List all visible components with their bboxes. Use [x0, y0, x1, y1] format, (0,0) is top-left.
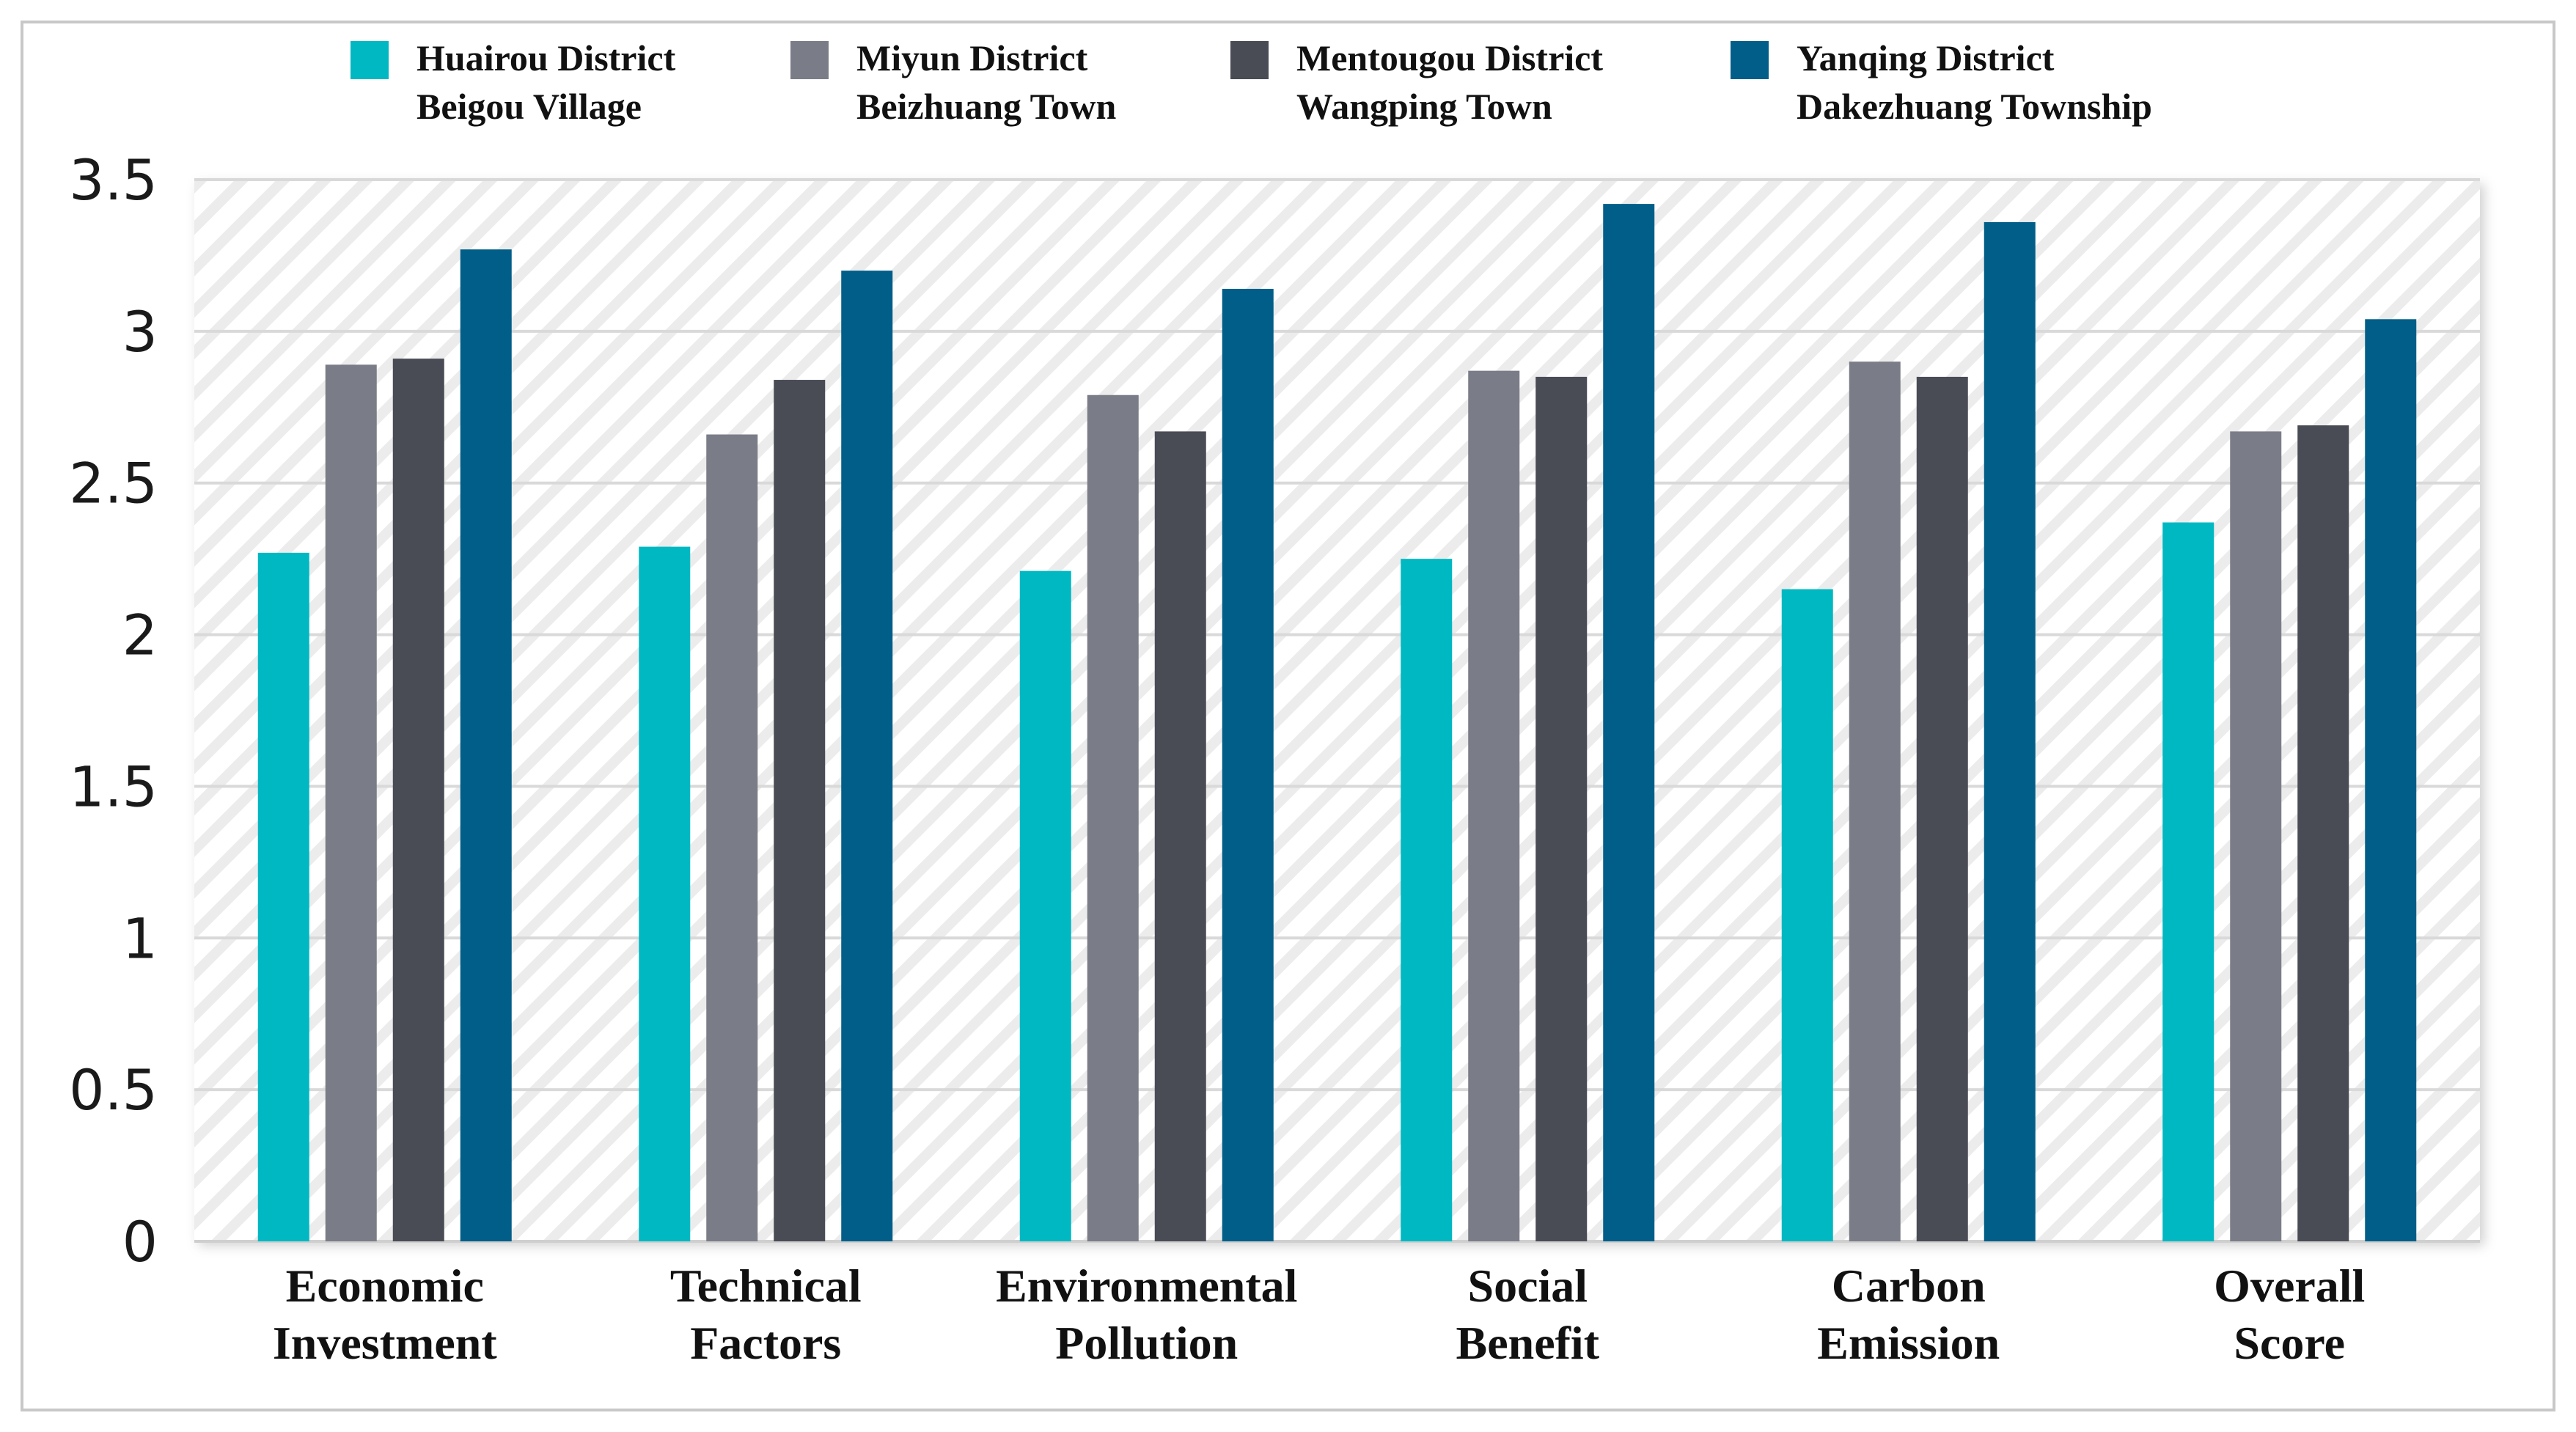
y-tick-label: 2 [122, 603, 158, 668]
y-tick-label: 1.5 [69, 754, 158, 819]
legend-label-line: Mentougou District [1296, 37, 1603, 78]
x-tick-label-line: Technical [670, 1260, 862, 1312]
bar [1087, 394, 1139, 1242]
legend-label-line: Wangping Town [1296, 86, 1552, 127]
x-tick-label: Technical Factors [670, 1260, 862, 1369]
x-tick-label-line: Factors [690, 1317, 841, 1369]
plot-background [194, 180, 2480, 1241]
bar [2162, 522, 2214, 1241]
legend-label-line: Miyun District [856, 37, 1088, 78]
bar [1154, 431, 1206, 1242]
legend-label-line: Yanqing District [1797, 37, 2055, 78]
legend: Huairou District Beigou Village Miyun Dist… [351, 37, 2152, 127]
y-tick-label: 2.5 [69, 451, 158, 516]
bar [460, 249, 512, 1241]
bar [1984, 221, 2036, 1241]
bar [1468, 370, 1520, 1241]
x-tick-label: Social Benefit [1456, 1260, 1600, 1369]
legend-label-line: Dakezhuang Township [1797, 86, 2152, 127]
legend-label: Miyun District Beizhuang Town [856, 37, 1117, 127]
bar [1535, 376, 1588, 1241]
bar [2230, 431, 2282, 1242]
bar [706, 434, 758, 1241]
x-tick-label: Environmental Pollution [996, 1260, 1297, 1369]
legend-label-line: Beizhuang Town [856, 86, 1117, 127]
plot-area: 0 0.5 1 1.5 2 2.5 3 3.5 Economic Investment Techni… [69, 147, 2480, 1369]
bar [1019, 570, 1071, 1241]
x-tick-label-line: Economic [286, 1260, 484, 1312]
bar [841, 271, 893, 1242]
bar [1401, 559, 1453, 1241]
y-tick-label: 1 [122, 906, 158, 971]
x-tick-label-line: Score [2234, 1317, 2345, 1369]
x-tick-label-line: Overall [2214, 1260, 2365, 1312]
x-tick-label-line: Benefit [1456, 1317, 1600, 1369]
x-tick-label: Overall Score [2214, 1260, 2365, 1369]
bar [2365, 319, 2417, 1241]
legend-swatch [790, 41, 829, 79]
bar [1916, 376, 1968, 1241]
x-tick-label: Economic Investment [273, 1260, 497, 1369]
legend-label: Yanqing District Dakezhuang Township [1797, 37, 2152, 127]
bar [2297, 425, 2349, 1241]
bar [325, 364, 377, 1241]
bar [1781, 589, 1833, 1241]
x-tick-label-line: Carbon [1832, 1260, 1986, 1312]
y-tick-label: 0 [122, 1209, 158, 1274]
legend-swatch [1731, 41, 1769, 79]
y-tick-label: 0.5 [69, 1057, 158, 1123]
bar [1849, 361, 1901, 1242]
legend-label-line: Huairou District [417, 37, 676, 78]
bar [774, 380, 826, 1241]
x-tick-label: Carbon Emission [1817, 1260, 2000, 1369]
bar [257, 552, 309, 1241]
x-tick-label-line: Emission [1817, 1317, 2000, 1369]
x-tick-label-line: Social [1467, 1260, 1588, 1312]
bar [1222, 288, 1274, 1241]
legend-label: Huairou District Beigou Village [417, 37, 676, 127]
legend-label: Mentougou District Wangping Town [1296, 37, 1603, 127]
y-tick-label: 3.5 [69, 147, 158, 213]
legend-label-line: Beigou Village [417, 86, 642, 127]
bar [392, 359, 444, 1241]
legend-swatch [1230, 41, 1269, 79]
x-tick-label-line: Environmental [996, 1260, 1297, 1312]
y-tick-label: 3 [122, 299, 158, 364]
x-tick-label-line: Investment [273, 1317, 497, 1369]
legend-swatch [351, 41, 389, 79]
bar [1603, 204, 1655, 1241]
bar [639, 546, 691, 1241]
x-tick-label-line: Pollution [1055, 1317, 1238, 1369]
